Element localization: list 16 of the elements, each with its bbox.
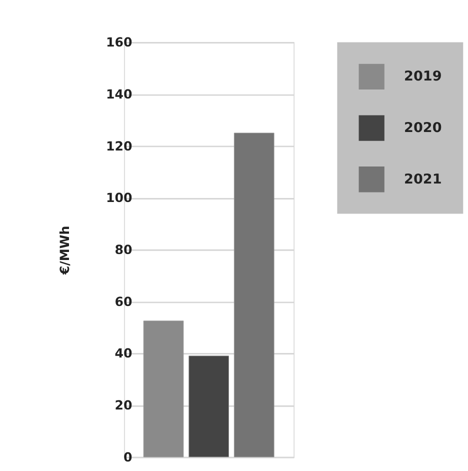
y-tick-label: 60 [114, 294, 132, 309]
bar [234, 132, 274, 458]
y-tick-label: 160 [106, 34, 132, 50]
y-tick-label: 140 [106, 86, 132, 102]
bar [188, 356, 229, 458]
y-tick-label: 0 [123, 449, 132, 464]
y-tick-label: 20 [114, 398, 132, 413]
y-axis-title: €/MWh [57, 226, 72, 276]
y-tick-label: 120 [106, 138, 132, 154]
y-tick-label: 100 [106, 190, 132, 206]
y-tick-label: 40 [114, 346, 132, 361]
legend-label: 2019 [404, 68, 442, 85]
legend-label: 2021 [404, 171, 442, 188]
y-tick-label: 80 [114, 242, 132, 257]
bar [143, 320, 184, 458]
legend-label: 2020 [404, 120, 442, 136]
